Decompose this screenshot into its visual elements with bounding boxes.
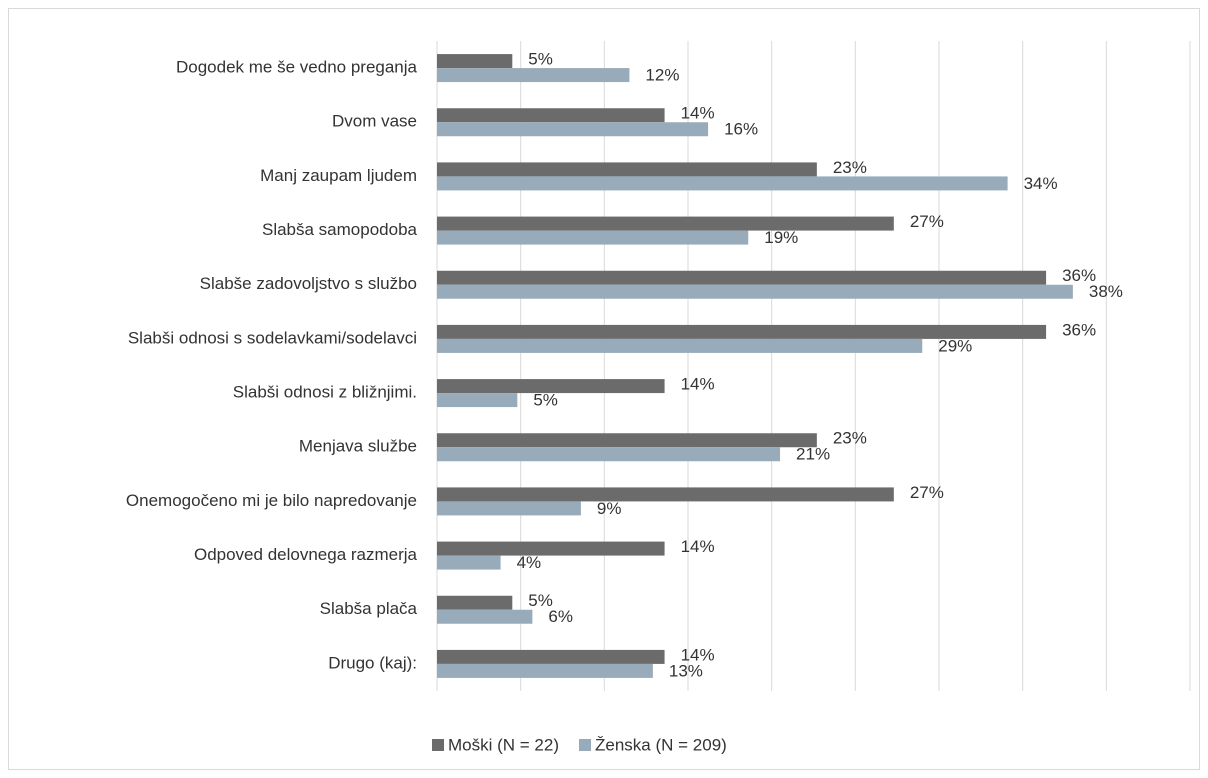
data-label: 14% bbox=[681, 645, 715, 664]
bar bbox=[437, 176, 1008, 191]
data-label: 5% bbox=[528, 50, 553, 69]
bar bbox=[437, 663, 653, 678]
data-label: 16% bbox=[724, 120, 758, 139]
data-label: 21% bbox=[796, 445, 830, 464]
data-label: 14% bbox=[681, 104, 715, 123]
legend-label: Ženska (N = 209) bbox=[595, 735, 727, 754]
data-label: 27% bbox=[910, 212, 944, 231]
data-label: 36% bbox=[1062, 266, 1096, 285]
category-label: Slabši odnosi z bližnjimi. bbox=[233, 383, 417, 402]
bar bbox=[437, 393, 518, 408]
category-label: Dogodek me še vedno preganja bbox=[176, 58, 418, 77]
bar bbox=[437, 162, 817, 177]
bar bbox=[437, 68, 630, 83]
bar bbox=[437, 270, 1047, 285]
data-label: 23% bbox=[833, 158, 867, 177]
category-label: Slabša samopodoba bbox=[262, 220, 418, 239]
bar bbox=[437, 338, 923, 353]
legend-label: Moški (N = 22) bbox=[448, 735, 559, 754]
bar bbox=[437, 595, 513, 610]
data-label: 9% bbox=[597, 499, 622, 518]
category-label: Drugo (kaj): bbox=[328, 653, 417, 672]
category-label: Onemogočeno mi je bilo napredovanje bbox=[126, 491, 417, 510]
data-label: 23% bbox=[833, 429, 867, 448]
category-label: Menjava službe bbox=[299, 437, 417, 456]
bar bbox=[437, 324, 1047, 339]
bar bbox=[437, 609, 533, 624]
data-label: 27% bbox=[910, 483, 944, 502]
data-label: 29% bbox=[938, 336, 972, 355]
bar bbox=[437, 487, 894, 502]
bar bbox=[437, 447, 781, 462]
bar bbox=[437, 379, 665, 394]
category-label: Slabše zadovoljstvo s službo bbox=[200, 274, 417, 293]
data-label: 13% bbox=[669, 661, 703, 680]
data-label: 14% bbox=[681, 537, 715, 556]
bar bbox=[437, 54, 513, 69]
bar bbox=[437, 541, 665, 556]
data-label: 6% bbox=[548, 607, 573, 626]
legend-swatch bbox=[432, 739, 444, 751]
category-label: Slabša plača bbox=[320, 599, 418, 618]
data-label: 5% bbox=[533, 391, 558, 410]
legend-swatch bbox=[579, 739, 591, 751]
bar bbox=[437, 433, 817, 448]
data-label: 4% bbox=[517, 553, 542, 572]
bar bbox=[437, 284, 1073, 299]
bar bbox=[437, 108, 665, 123]
data-label: 5% bbox=[528, 591, 553, 610]
bar bbox=[437, 649, 665, 664]
category-label: Slabši odnosi s sodelavkami/sodelavci bbox=[128, 328, 417, 347]
data-label: 12% bbox=[645, 66, 679, 85]
bar bbox=[437, 230, 749, 245]
bar bbox=[437, 555, 501, 570]
data-label: 19% bbox=[764, 228, 798, 247]
data-label: 14% bbox=[681, 375, 715, 394]
bar bbox=[437, 216, 894, 231]
bar bbox=[437, 122, 709, 137]
category-label: Manj zaupam ljudem bbox=[260, 166, 417, 185]
bar bbox=[437, 501, 581, 516]
data-label: 34% bbox=[1024, 174, 1058, 193]
category-label: Dvom vase bbox=[332, 112, 417, 131]
data-label: 36% bbox=[1062, 320, 1096, 339]
data-label: 38% bbox=[1089, 282, 1123, 301]
category-label: Odpoved delovnega razmerja bbox=[194, 545, 418, 564]
